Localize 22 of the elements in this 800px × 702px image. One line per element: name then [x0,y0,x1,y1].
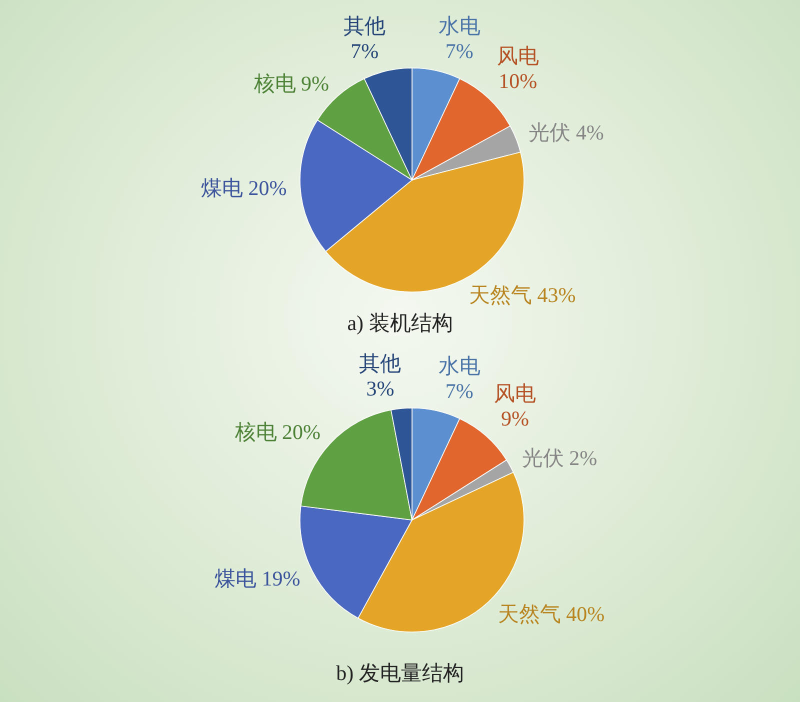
slice-label: 水电 [438,354,480,378]
text: b) 发电量结构 [336,661,464,685]
data-label: 7% [445,38,474,63]
slice-label: 煤电 20% [201,176,287,200]
slice-label: 水电 [438,14,480,38]
data-label: 9% [500,406,529,430]
slice-label: 光伏 4% [528,120,604,145]
data-label: 7% [445,378,474,403]
slice-label: 风电 [494,381,536,406]
slice-label: 煤电 19% [214,566,300,590]
slice-label: 天然气 40% [498,602,605,626]
slice-label: 光伏 2% [522,446,598,470]
slice-label: 风电 [496,44,539,68]
data-label: 10% [498,68,538,93]
text: a) 装机结构 [347,311,453,335]
slice-label: 其他 [344,14,386,38]
data-label: 3% [366,376,394,401]
slice-label: 核电 20% [234,420,321,444]
data-label: 7% [350,38,379,63]
slice-label: 其他 [359,352,402,376]
slice-label: 核电 9% [252,71,330,96]
slice-label: 天然气 43% [468,282,576,307]
